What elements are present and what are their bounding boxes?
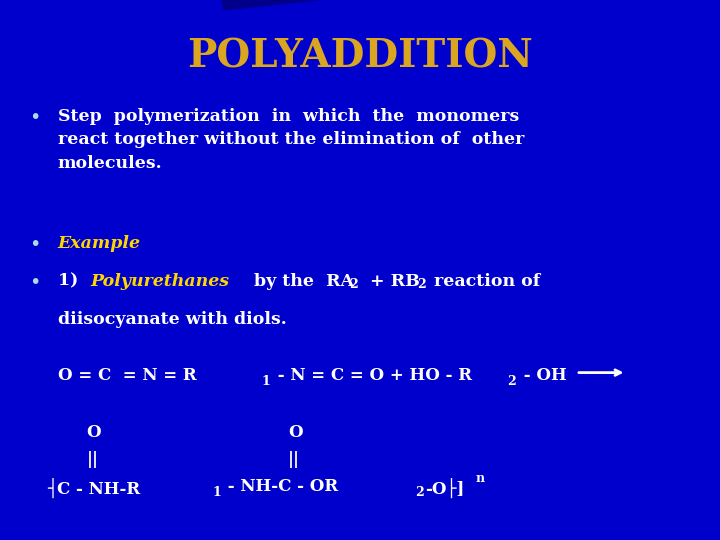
Text: ||: ||	[288, 451, 300, 468]
Text: Polyurethanes: Polyurethanes	[90, 273, 229, 289]
Text: + RB: + RB	[364, 273, 420, 289]
Text: 1: 1	[212, 486, 221, 499]
Text: 2: 2	[415, 486, 423, 499]
Text: - NH-C - OR: - NH-C - OR	[222, 478, 338, 495]
Text: diisocyanate with diols.: diisocyanate with diols.	[58, 310, 287, 327]
Text: 2: 2	[508, 375, 516, 388]
Text: - OH: - OH	[518, 367, 567, 384]
Text: 1): 1)	[58, 273, 90, 289]
Text: - N = C = O + HO - R: - N = C = O + HO - R	[272, 367, 472, 384]
Text: reaction of: reaction of	[428, 273, 541, 289]
Text: O: O	[86, 424, 101, 441]
Text: •: •	[29, 108, 40, 127]
Text: -O├]: -O├]	[425, 478, 464, 498]
Text: by the  RA: by the RA	[248, 273, 354, 289]
Text: ┤C - NH-R: ┤C - NH-R	[47, 478, 140, 498]
Text: •: •	[29, 273, 40, 292]
Text: 2: 2	[349, 278, 358, 291]
Text: Step  polymerization  in  which  the  monomers
react together without the elimin: Step polymerization in which the monomer…	[58, 108, 524, 172]
Polygon shape	[216, 0, 720, 11]
Text: POLYADDITION: POLYADDITION	[187, 38, 533, 76]
Text: •: •	[29, 235, 40, 254]
Text: O = C  = N = R: O = C = N = R	[58, 367, 197, 384]
Text: ||: ||	[86, 451, 99, 468]
Text: n: n	[475, 472, 485, 485]
Text: 1: 1	[261, 375, 270, 388]
Text: 2: 2	[418, 278, 426, 291]
Text: Example: Example	[58, 235, 140, 252]
Text: O: O	[288, 424, 302, 441]
